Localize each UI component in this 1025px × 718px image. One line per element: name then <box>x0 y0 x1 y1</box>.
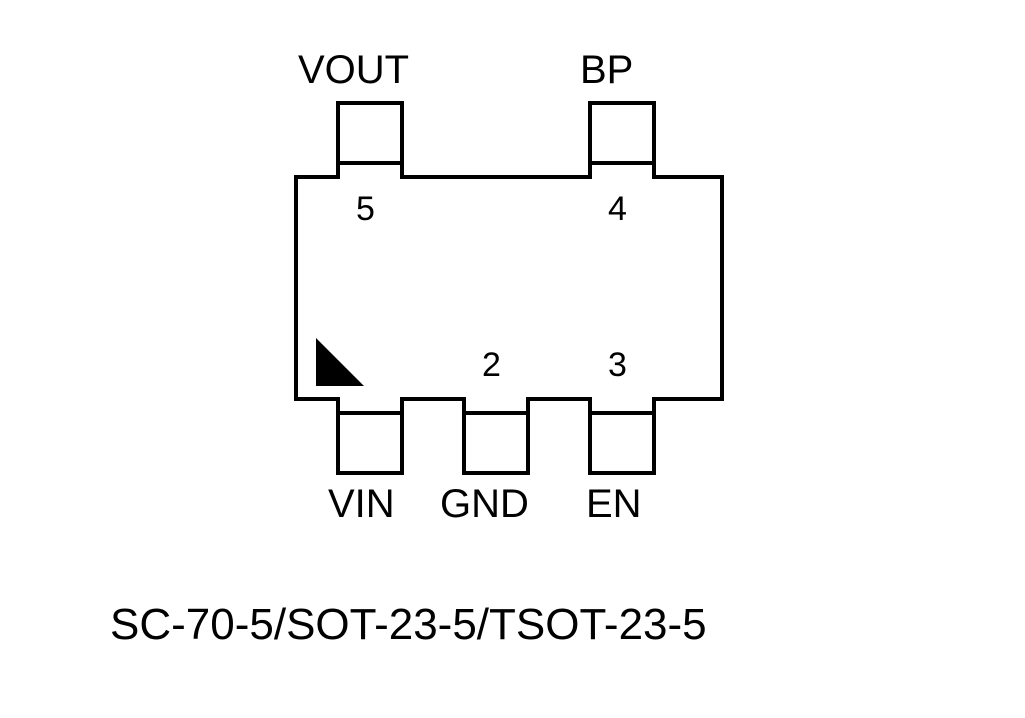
pin-4 <box>588 101 656 179</box>
num-2: 2 <box>482 346 501 385</box>
pin-1-line <box>340 411 400 415</box>
diagram-canvas: VOUT BP VIN GND EN 5 4 2 3 SC-70-5/SOT-2… <box>0 0 1025 718</box>
package-caption: SC-70-5/SOT-23-5/TSOT-23-5 <box>110 600 707 650</box>
label-gnd: GND <box>440 482 529 527</box>
label-bp: BP <box>580 48 633 93</box>
pin-2 <box>462 397 530 475</box>
num-5: 5 <box>356 190 375 229</box>
label-vin: VIN <box>328 482 395 527</box>
pin-3-line <box>592 411 652 415</box>
pin-5 <box>336 101 404 179</box>
label-en: EN <box>586 482 642 527</box>
pin-2-line <box>466 411 526 415</box>
num-4: 4 <box>608 190 627 229</box>
num-3: 3 <box>608 346 627 385</box>
label-vout: VOUT <box>298 48 409 93</box>
pin1-marker-triangle <box>316 338 364 386</box>
pin-3 <box>588 397 656 475</box>
pin-1 <box>336 397 404 475</box>
pin-5-line <box>340 161 400 165</box>
pin-4-line <box>592 161 652 165</box>
